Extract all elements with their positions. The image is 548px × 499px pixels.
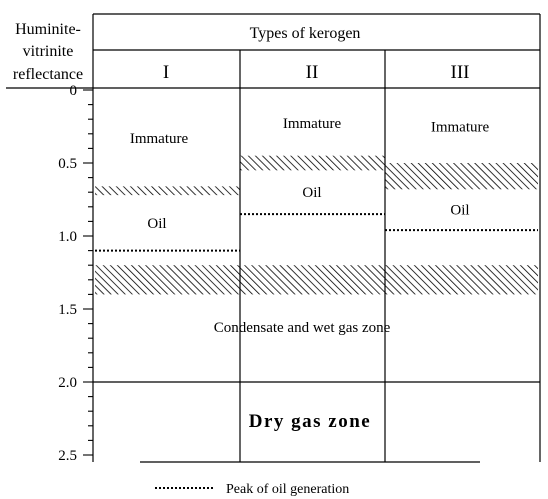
dry-gas-label: Dry gas zone bbox=[249, 411, 371, 432]
immature-label-II: Immature bbox=[283, 116, 342, 132]
immature-oil-transition-II bbox=[240, 155, 385, 171]
legend-peak-label: Peak of oil generation bbox=[226, 482, 349, 497]
axis-title-line-2: vitrinite bbox=[23, 43, 74, 60]
axis-title-line-1: Huminite- bbox=[15, 21, 81, 38]
tick-label-5: 2.5 bbox=[58, 448, 77, 464]
immature-oil-transition-III bbox=[385, 163, 538, 190]
tick-label-2: 1.0 bbox=[58, 229, 77, 245]
kerogen-type-II: II bbox=[306, 62, 319, 83]
oil-gas-transition-I bbox=[95, 265, 240, 295]
kerogen-type-I: I bbox=[163, 62, 169, 83]
reflectance-axis: 0 0.5 1.0 1.5 2.0 2.5 bbox=[58, 83, 93, 464]
oil-label-III: Oil bbox=[450, 203, 469, 219]
condensate-wet-gas-label: Condensate and wet gas zone bbox=[214, 320, 391, 336]
immature-oil-transition-I bbox=[95, 186, 240, 196]
tick-label-3: 1.5 bbox=[58, 302, 77, 318]
oil-label-I: Oil bbox=[147, 216, 166, 232]
oil-gas-transition-II bbox=[240, 265, 385, 295]
tick-label-0: 0 bbox=[70, 83, 78, 99]
zone-labels: Immature Oil Immature Oil Immature Oil bbox=[130, 116, 490, 232]
column-grid bbox=[93, 50, 540, 463]
header-frame bbox=[6, 13, 541, 462]
immature-label-III: Immature bbox=[431, 120, 490, 136]
oil-gas-transition-III bbox=[385, 265, 538, 295]
immature-label-I: Immature bbox=[130, 131, 189, 147]
tick-label-4: 2.0 bbox=[58, 375, 77, 391]
tick-label-1: 0.5 bbox=[58, 156, 77, 172]
oil-label-II: Oil bbox=[302, 185, 321, 201]
axis-title-line-3: reflectance bbox=[13, 66, 83, 83]
transition-zones bbox=[95, 155, 538, 295]
kerogen-title: Types of kerogen bbox=[250, 25, 361, 42]
kerogen-type-III: III bbox=[451, 62, 470, 83]
